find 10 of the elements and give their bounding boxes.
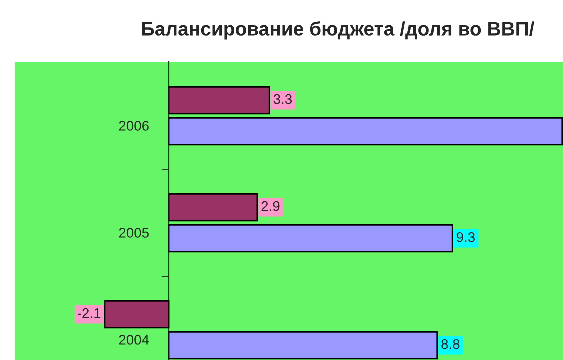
data-label: 2.9 [262, 201, 280, 212]
data-label: 8.8 [442, 339, 460, 350]
y-tick-label: 2006 [119, 121, 149, 131]
bar [168, 117, 563, 146]
data-label: 9.3 [456, 232, 475, 242]
data-label: 3.3 [274, 94, 292, 104]
y-tick-label: 2005 [119, 228, 149, 238]
y-tick-label: 2004 [119, 335, 150, 345]
data-label: -2.1 [78, 308, 101, 318]
chart-title: Балансирование бюджета /доля во ВВП/ [142, 21, 535, 40]
